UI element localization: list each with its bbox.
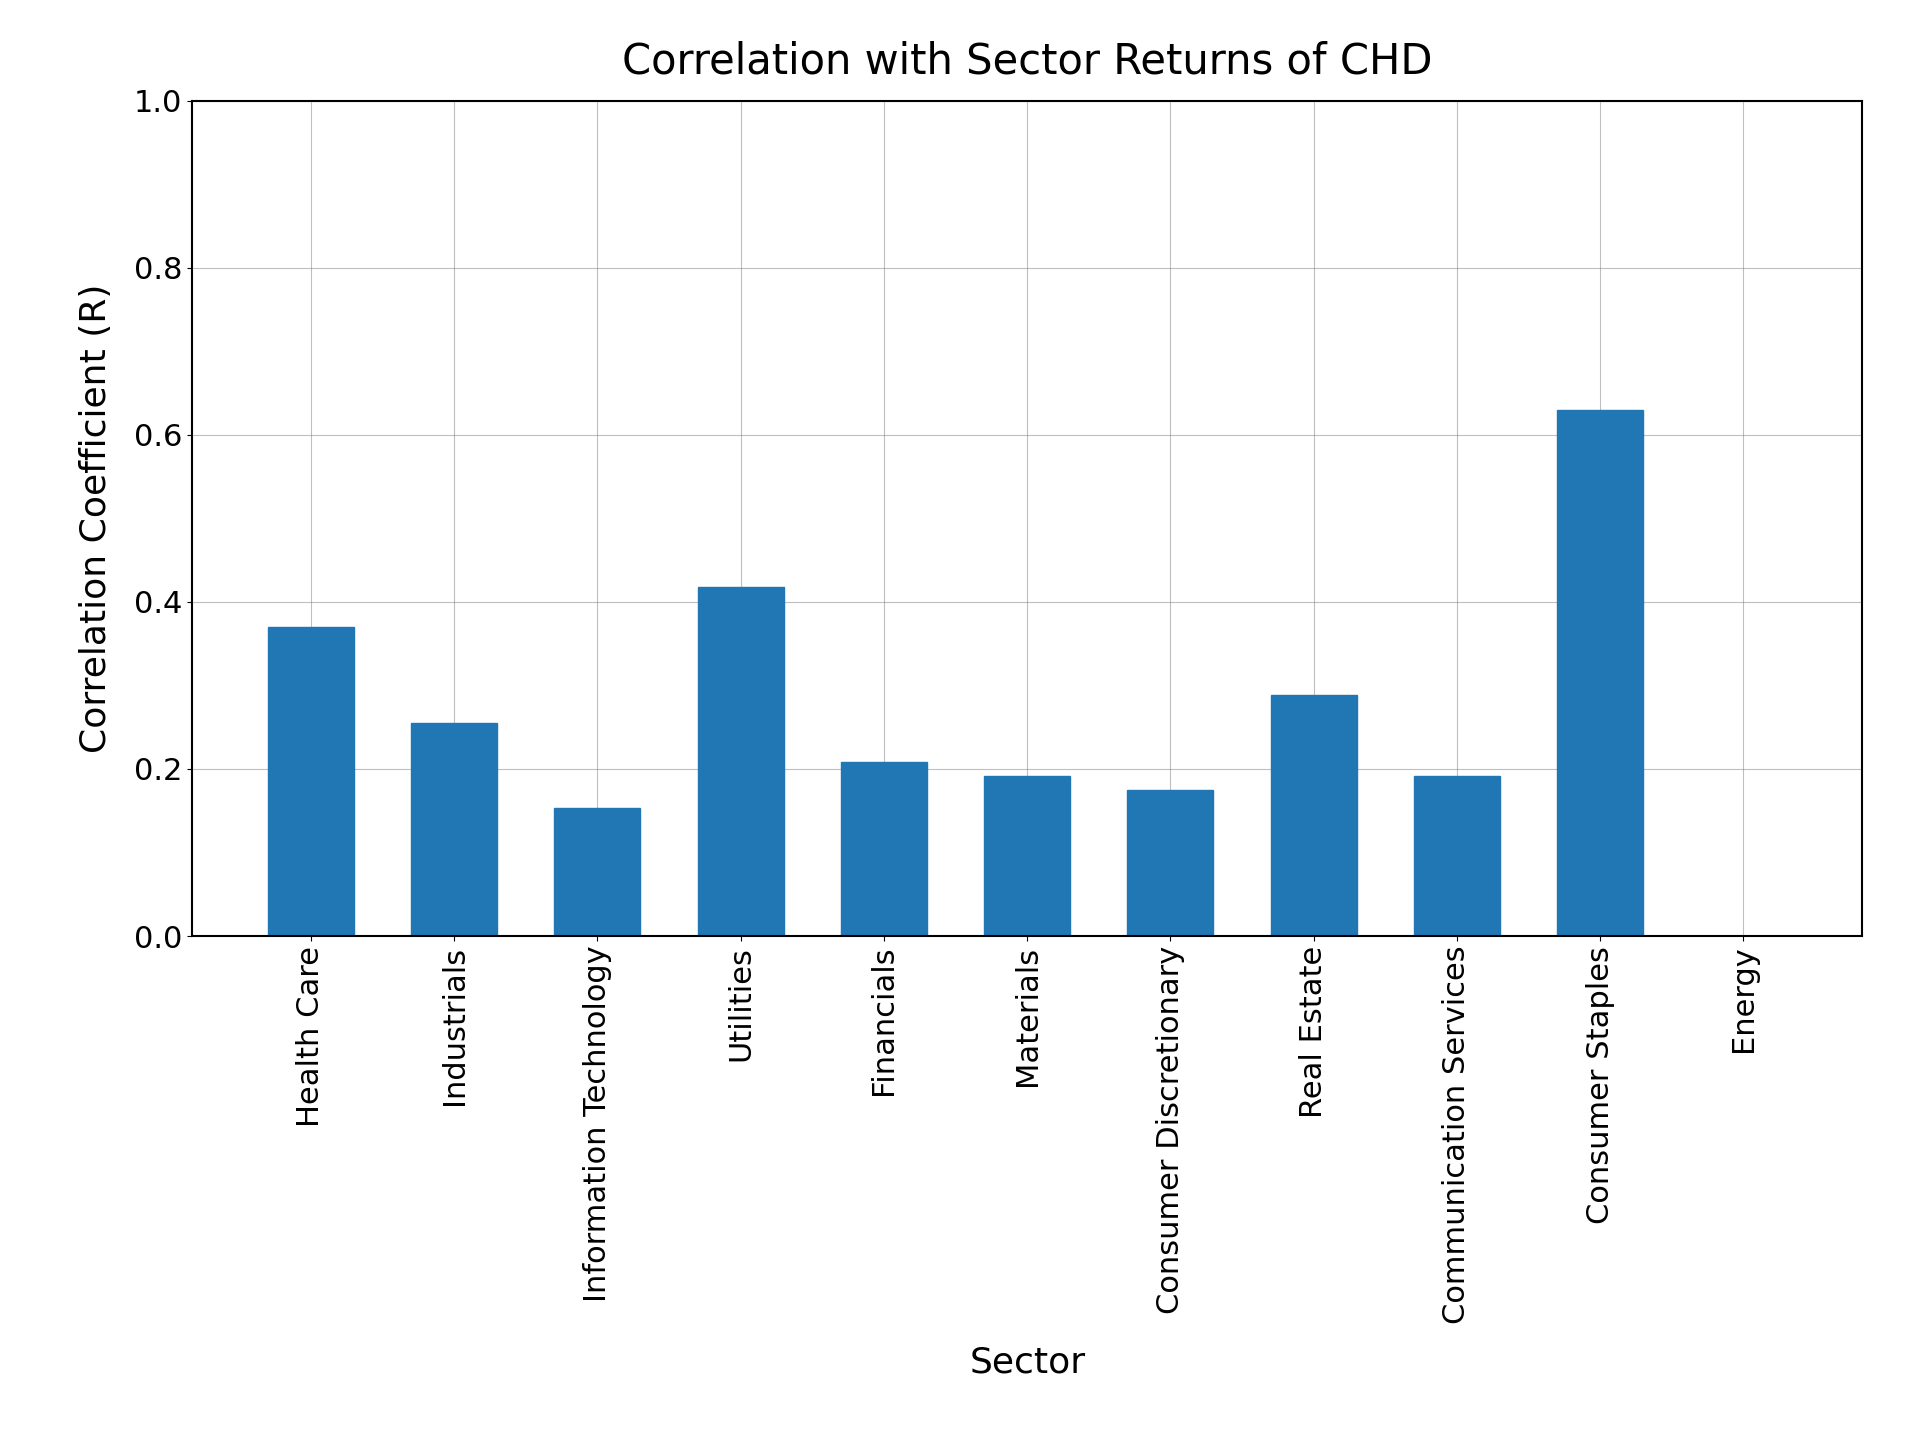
Bar <box>841 762 927 936</box>
X-axis label: Sector: Sector <box>970 1345 1085 1380</box>
Bar <box>985 776 1069 936</box>
Bar <box>1557 410 1644 936</box>
Bar <box>1271 696 1357 936</box>
Bar <box>697 588 783 936</box>
Y-axis label: Correlation Coefficient (R): Correlation Coefficient (R) <box>79 284 113 753</box>
Bar <box>1127 789 1213 936</box>
Title: Correlation with Sector Returns of CHD: Correlation with Sector Returns of CHD <box>622 40 1432 82</box>
Bar <box>1413 776 1500 936</box>
Bar <box>555 808 641 936</box>
Bar <box>411 723 497 936</box>
Bar <box>269 626 353 936</box>
